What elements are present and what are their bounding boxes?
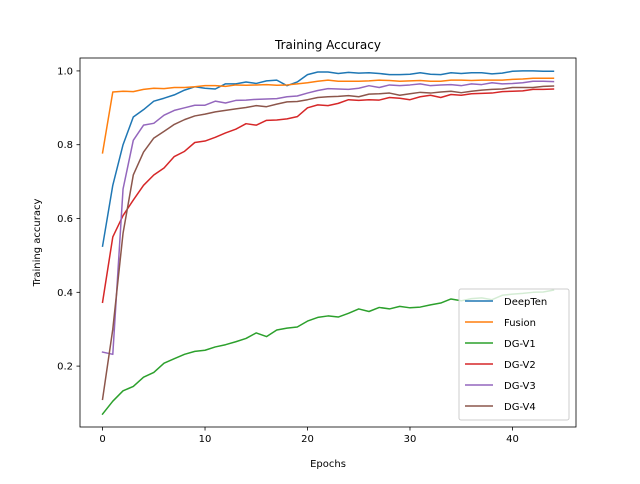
legend-label-dg-v3: DG-V3: [504, 381, 536, 392]
x-tick-label: 0: [99, 434, 105, 445]
x-axis-label: Epochs: [310, 459, 346, 470]
series-line-dg-v2: [101, 88, 555, 304]
legend-label-dg-v4: DG-V4: [504, 402, 536, 413]
y-axis: 0.2 0.4 0.6 0.8 1.0: [57, 66, 80, 373]
series-line-fusion: [101, 77, 555, 154]
legend-label-deepten: DeepTen: [504, 297, 547, 308]
y-axis-label: Training accuracy: [32, 199, 43, 288]
series-line-deepten: [101, 70, 555, 248]
legend-label-dg-v1: DG-V1: [504, 339, 536, 350]
series-line-dg-v4: [101, 85, 555, 401]
plot-frame: [79, 57, 577, 428]
legend-label-dg-v2: DG-V2: [504, 360, 536, 371]
y-tick-label: 0.6: [57, 214, 73, 225]
legend-box: [458, 288, 570, 421]
x-tick-label: 10: [199, 434, 212, 445]
x-tick-label: 20: [301, 434, 314, 445]
x-tick-label: 40: [506, 434, 519, 445]
x-axis: 0 10 20 30 40: [99, 427, 519, 445]
y-tick-label: 1.0: [57, 66, 73, 77]
y-tick-label: 0.4: [57, 288, 73, 299]
y-tick-label: 0.2: [57, 362, 73, 373]
y-tick-label: 0.8: [57, 140, 73, 151]
legend-label-fusion: Fusion: [504, 318, 536, 329]
series-line-dg-v3: [101, 80, 555, 356]
chart-title: Training Accuracy: [274, 38, 381, 52]
x-tick-label: 30: [404, 434, 417, 445]
legend: DeepTen Fusion DG-V1 DG-V2 DG-V3 DG-V4: [458, 288, 570, 421]
series-layer: [101, 70, 555, 416]
